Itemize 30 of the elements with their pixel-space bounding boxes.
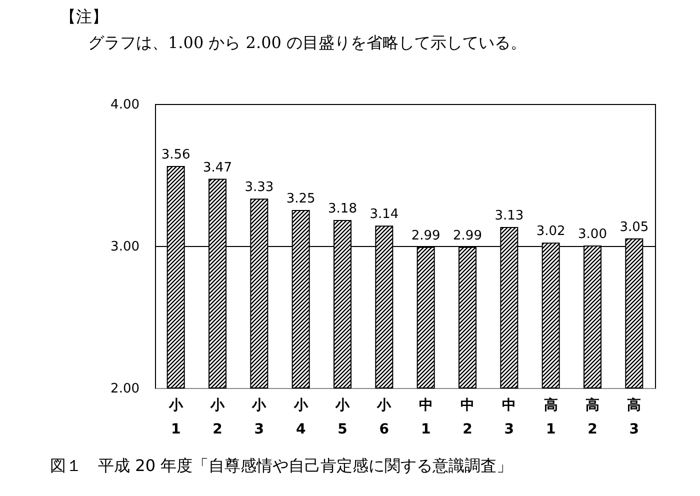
data-label: 3.18	[328, 201, 357, 216]
data-label: 3.56	[161, 147, 190, 162]
data-label: 2.99	[411, 228, 440, 244]
data-label: 2.99	[453, 228, 482, 244]
x-tick-label: 小 6	[376, 398, 392, 438]
y-tick-label: 4.00	[110, 98, 140, 112]
text: 図１ 平成 20 年度「自尊感情や自己肯定感に関する意識調査」	[50, 456, 513, 475]
data-label: 3.02	[536, 224, 566, 240]
x-tick-label: 高 2	[586, 396, 600, 438]
data-label: 3.33	[244, 180, 274, 196]
x-tick-label: 小 5	[334, 398, 350, 438]
data-label: 3.14	[370, 207, 399, 222]
x-tick-label: 中 3	[502, 398, 516, 438]
x-tick-label: 小 4	[292, 398, 309, 438]
y-tick-label: 2.00	[110, 382, 140, 396]
data-label: 3.47	[203, 160, 232, 176]
x-tick-label: 中 2	[460, 398, 474, 438]
data-label: 3.00	[578, 227, 607, 242]
x-tick-label: 小 1	[168, 398, 184, 438]
data-label: 3.13	[494, 208, 524, 224]
y-tick-label: 3.00	[110, 240, 140, 254]
data-label: 3.25	[286, 192, 316, 206]
x-tick-label: 中 1	[418, 398, 433, 438]
text: 【注】	[60, 6, 109, 28]
text: グラフは、1.00 から 2.00 の目盛りを省略して示している。	[87, 32, 527, 54]
x-tick-label: 高 1	[544, 396, 558, 438]
x-tick-label: 小 2	[210, 398, 226, 438]
x-tick-label: 小 3	[251, 398, 268, 438]
data-label: 3.05	[620, 220, 649, 235]
x-tick-label: 高 3	[627, 396, 642, 438]
